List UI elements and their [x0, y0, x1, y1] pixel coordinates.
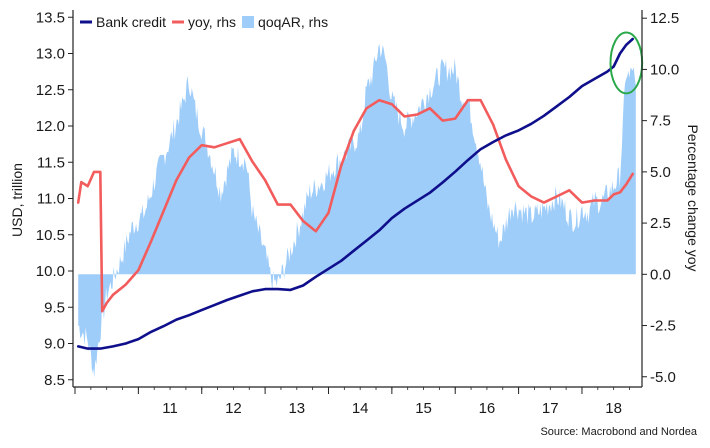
right-axis-title: Percentage change yoy — [685, 124, 701, 271]
right-tick-label: 7.5 — [650, 113, 671, 130]
x-tick-label: 18 — [605, 400, 622, 417]
qoqar-area — [78, 44, 636, 378]
x-tick-label: 15 — [415, 400, 432, 417]
legend: Bank credit yoy, rhs qoqAR, rhs — [80, 14, 328, 30]
axes: 8.5 9.0 9.5 10.0 10.5 11.0 11.5 12.0 12.5 13.0 13.… — [36, 9, 679, 417]
x-tick-label: 14 — [352, 400, 369, 417]
right-tick-label: 10.0 — [650, 61, 679, 78]
left-tick-label: 10.5 — [36, 227, 65, 244]
left-tick-label: 13.5 — [36, 9, 65, 26]
left-tick-label: 9.0 — [44, 336, 65, 353]
right-tick-label: 0.0 — [650, 266, 671, 283]
bank-credit-line — [76, 37, 634, 350]
legend-label: yoy, rhs — [188, 14, 236, 30]
left-tick-label: 11.5 — [37, 154, 65, 171]
left-tick-label: 8.5 — [44, 372, 65, 389]
right-tick-label: -5.0 — [650, 369, 676, 386]
x-tick-label: 17 — [542, 400, 559, 417]
x-tick-label: 11 — [162, 400, 178, 417]
x-tick-label: 12 — [225, 400, 242, 417]
left-tick-label: 9.5 — [44, 299, 65, 316]
legend-swatch — [242, 16, 255, 28]
x-tick-label: 13 — [288, 400, 305, 417]
plot-area — [76, 31, 644, 378]
left-axis-title: USD, trillion — [9, 163, 25, 237]
legend-label: Bank credit — [96, 14, 166, 30]
yoy-line — [76, 98, 634, 313]
right-tick-label: -2.5 — [650, 318, 676, 335]
legend-label: qoqAR, rhs — [258, 14, 328, 30]
right-tick-label: 5.0 — [650, 164, 671, 181]
right-tick-label: 2.5 — [650, 215, 671, 232]
source-note: Source: Macrobond and Nordea — [540, 426, 697, 438]
left-tick-label: 12.0 — [36, 118, 65, 135]
left-tick-label: 12.5 — [36, 82, 65, 99]
x-tick-label: 16 — [479, 400, 496, 417]
left-tick-label: 11.0 — [37, 191, 65, 208]
left-tick-label: 13.0 — [36, 46, 65, 63]
right-tick-label: 12.5 — [650, 10, 679, 27]
left-tick-label: 10.0 — [36, 263, 65, 280]
